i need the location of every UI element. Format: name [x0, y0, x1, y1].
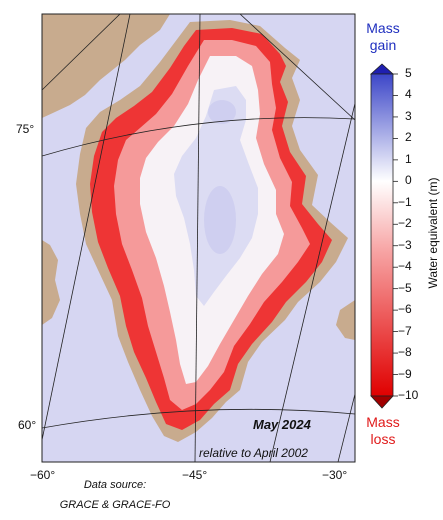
lon-label-west30: −30°	[322, 468, 348, 482]
colorbar-tick-label: −1	[398, 194, 412, 209]
mass-loss-label: Mass loss	[355, 414, 411, 448]
colorbar-tick-label: −9	[398, 366, 412, 381]
colorbar	[369, 63, 398, 409]
colorbar-tick-label: −10	[398, 388, 419, 402]
ice-gain-core-central	[204, 186, 236, 254]
data-source-line1: Data source:	[83, 479, 147, 491]
colorbar-tick-label: 4	[405, 87, 412, 102]
mass-gain-line1: Mass	[366, 20, 400, 36]
colorbar-tick-label: 5	[405, 66, 412, 80]
reference-label: relative to April 2002	[199, 446, 308, 460]
colorbar-tick-label: −3	[398, 237, 412, 252]
colorbar-top-arrow	[369, 63, 395, 75]
colorbar-tick-label: −4	[398, 259, 412, 274]
colorbar-tick-label: −6	[398, 302, 412, 317]
data-source: Data source: GRACE & GRACE-FO	[50, 475, 180, 515]
colorbar-gradient	[370, 73, 394, 397]
colorbar-tick-label: −2	[398, 216, 412, 231]
colorbar-tick-label: 0	[405, 173, 412, 188]
mass-loss-line2: loss	[370, 431, 396, 447]
ice-gain-core-north	[208, 100, 236, 124]
mass-loss-line1: Mass	[366, 414, 400, 430]
colorbar-tick-label: 1	[405, 151, 412, 166]
colorbar-tick-label: 2	[405, 130, 412, 145]
canada-landmass	[42, 14, 170, 118]
mass-gain-line2: gain	[369, 37, 397, 53]
lon-label-west60: −60°	[30, 468, 56, 482]
colorbar-tick-label: −8	[398, 345, 412, 360]
data-source-line2: GRACE & GRACE-FO	[59, 499, 171, 511]
colorbar-title: Water equivalent (m)	[426, 177, 440, 289]
colorbar-bottom-arrow	[370, 395, 394, 409]
lat-label-60: 60°	[18, 418, 37, 432]
colorbar-tick-label: −7	[398, 323, 412, 338]
colorbar-tick-label: 3	[405, 108, 412, 123]
mass-gain-label: Mass gain	[355, 20, 411, 54]
iceland-landmass	[336, 300, 355, 340]
baffin-landmass	[42, 240, 60, 325]
colorbar-tick-label: −5	[398, 280, 412, 295]
graticule	[42, 14, 355, 462]
map-frame	[41, 13, 356, 463]
lon-label-west45: −45°	[182, 468, 208, 482]
lat-label-75: 75°	[16, 122, 35, 136]
date-label: May 2024	[253, 417, 311, 432]
